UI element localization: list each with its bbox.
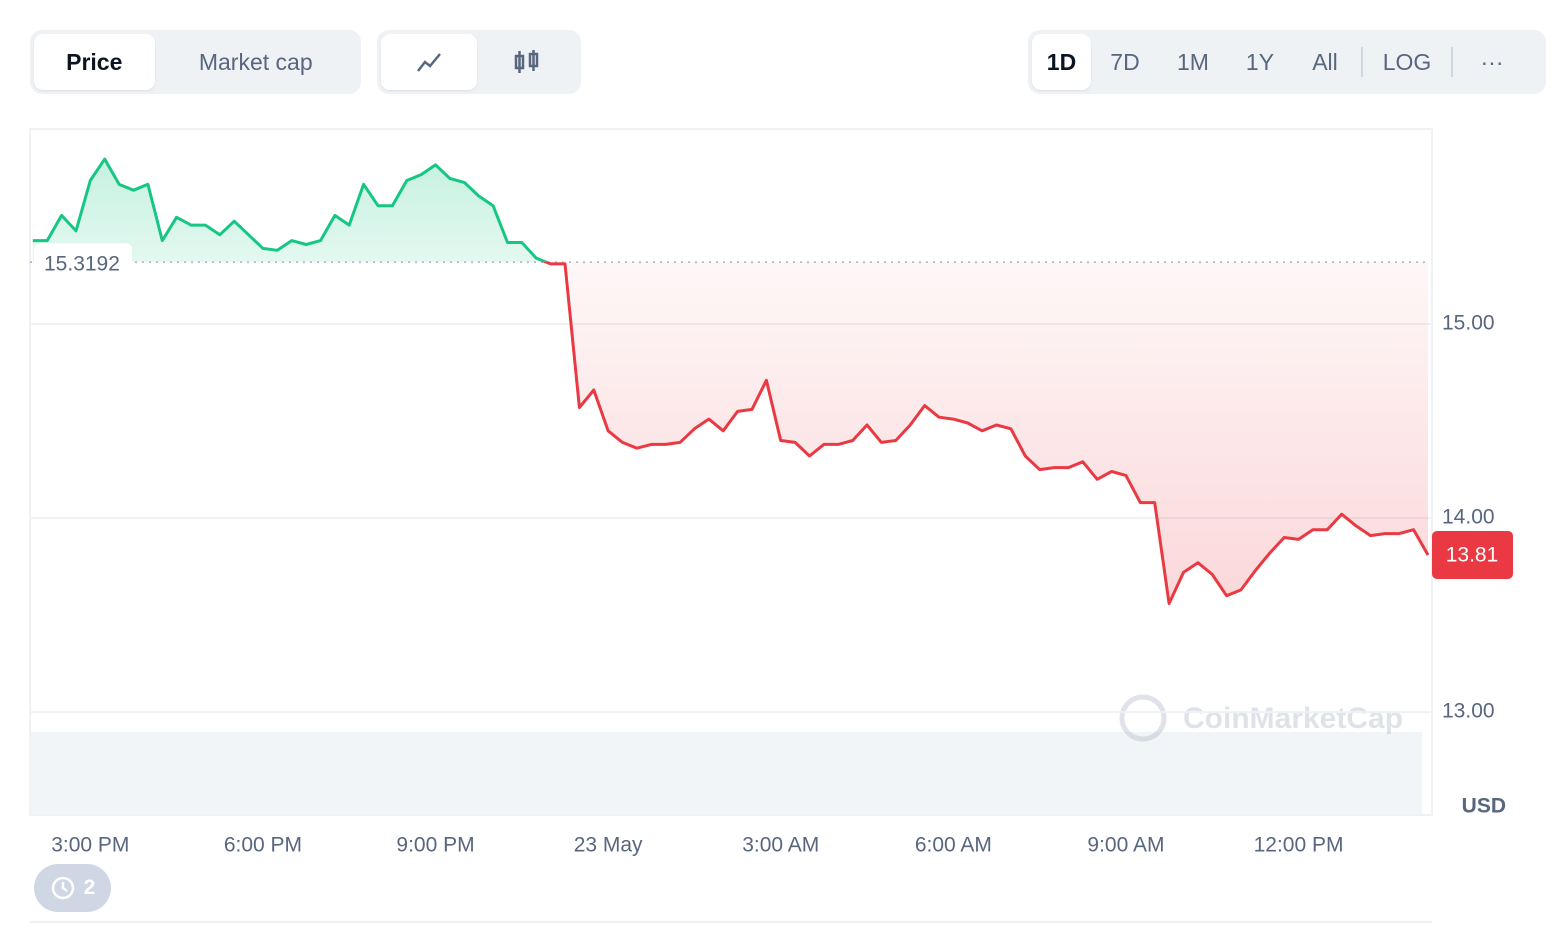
history-badge[interactable]: 2 (34, 864, 111, 912)
kind-toggle: Price Market cap (30, 30, 361, 94)
range-button[interactable]: All (1312, 48, 1338, 75)
line-button[interactable] (381, 34, 477, 90)
y-tick-label: 13.00 (1442, 700, 1495, 723)
price-area (32, 159, 1428, 604)
separator (1451, 47, 1453, 77)
x-tick-label: 3:00 PM (51, 834, 129, 857)
candle-icon (514, 50, 539, 73)
y-tick-label: 14.00 (1442, 506, 1495, 529)
volume-area (30, 732, 1422, 815)
x-tick-label: 6:00 AM (915, 834, 992, 857)
candle-button[interactable] (477, 34, 577, 90)
x-tick-label: 3:00 AM (742, 834, 819, 857)
history-count: 2 (83, 876, 96, 899)
price-line (32, 157, 1430, 605)
log-button[interactable]: LOG (1382, 48, 1432, 75)
history-icon (51, 876, 74, 900)
baseline-label: 15.3192 (44, 253, 120, 276)
watermark-text: CoinMarketCap (1183, 702, 1403, 735)
x-tick-label: 6:00 PM (224, 834, 302, 857)
range-button[interactable]: 7D (1110, 48, 1140, 75)
market-cap-button[interactable]: Market cap (198, 48, 313, 75)
x-tick-label: 12:00 PM (1254, 834, 1344, 857)
x-tick-label: 23 May (574, 834, 643, 857)
price-button[interactable]: Price (34, 34, 155, 90)
currency-label: USD (1462, 795, 1506, 818)
line-icon (417, 53, 441, 72)
last-price-label: 13.81 (1446, 544, 1499, 567)
x-tick-label: 9:00 AM (1087, 834, 1164, 857)
more-button[interactable]: ··· (1480, 48, 1504, 75)
last-price-badge (1432, 530, 1513, 579)
range-button[interactable]: 1D (1032, 34, 1091, 90)
y-tick-label: 15.00 (1442, 312, 1495, 335)
watermark: CoinMarketCap (1119, 694, 1403, 742)
range-toggle: 1D 7D 1M 1Y All LOG ··· (1028, 30, 1546, 94)
baseline-badge (34, 243, 132, 282)
style-toggle (377, 30, 581, 94)
range-button[interactable]: 1M (1177, 48, 1209, 75)
range-button[interactable]: 1Y (1245, 48, 1275, 75)
separator (1361, 47, 1363, 77)
x-tick-label: 9:00 PM (396, 834, 474, 857)
